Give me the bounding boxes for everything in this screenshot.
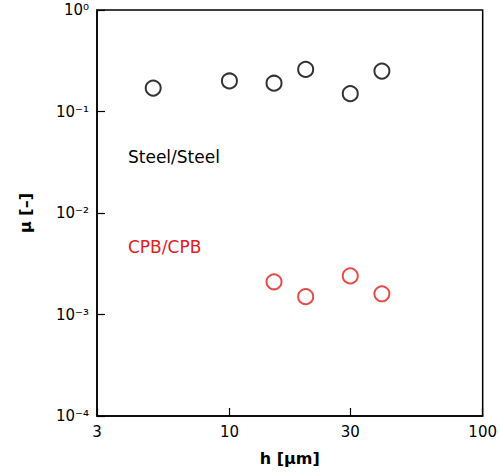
svg-text:h [μm]: h [μm] xyxy=(260,449,320,468)
svg-text:CPB/CPB: CPB/CPB xyxy=(128,237,201,257)
svg-text:μ [–]: μ [–] xyxy=(16,193,35,233)
svg-text:3: 3 xyxy=(92,423,102,441)
svg-text:30: 30 xyxy=(341,423,360,441)
svg-text:10⁻⁴: 10⁻⁴ xyxy=(56,407,89,425)
svg-text:10⁻²: 10⁻² xyxy=(56,204,89,222)
svg-text:10⁰: 10⁰ xyxy=(64,1,89,19)
svg-text:10⁻¹: 10⁻¹ xyxy=(56,103,89,121)
svg-text:10: 10 xyxy=(220,423,239,441)
svg-text:100: 100 xyxy=(468,423,497,441)
svg-text:10⁻³: 10⁻³ xyxy=(56,306,89,324)
svg-text:Steel/Steel: Steel/Steel xyxy=(128,147,220,167)
